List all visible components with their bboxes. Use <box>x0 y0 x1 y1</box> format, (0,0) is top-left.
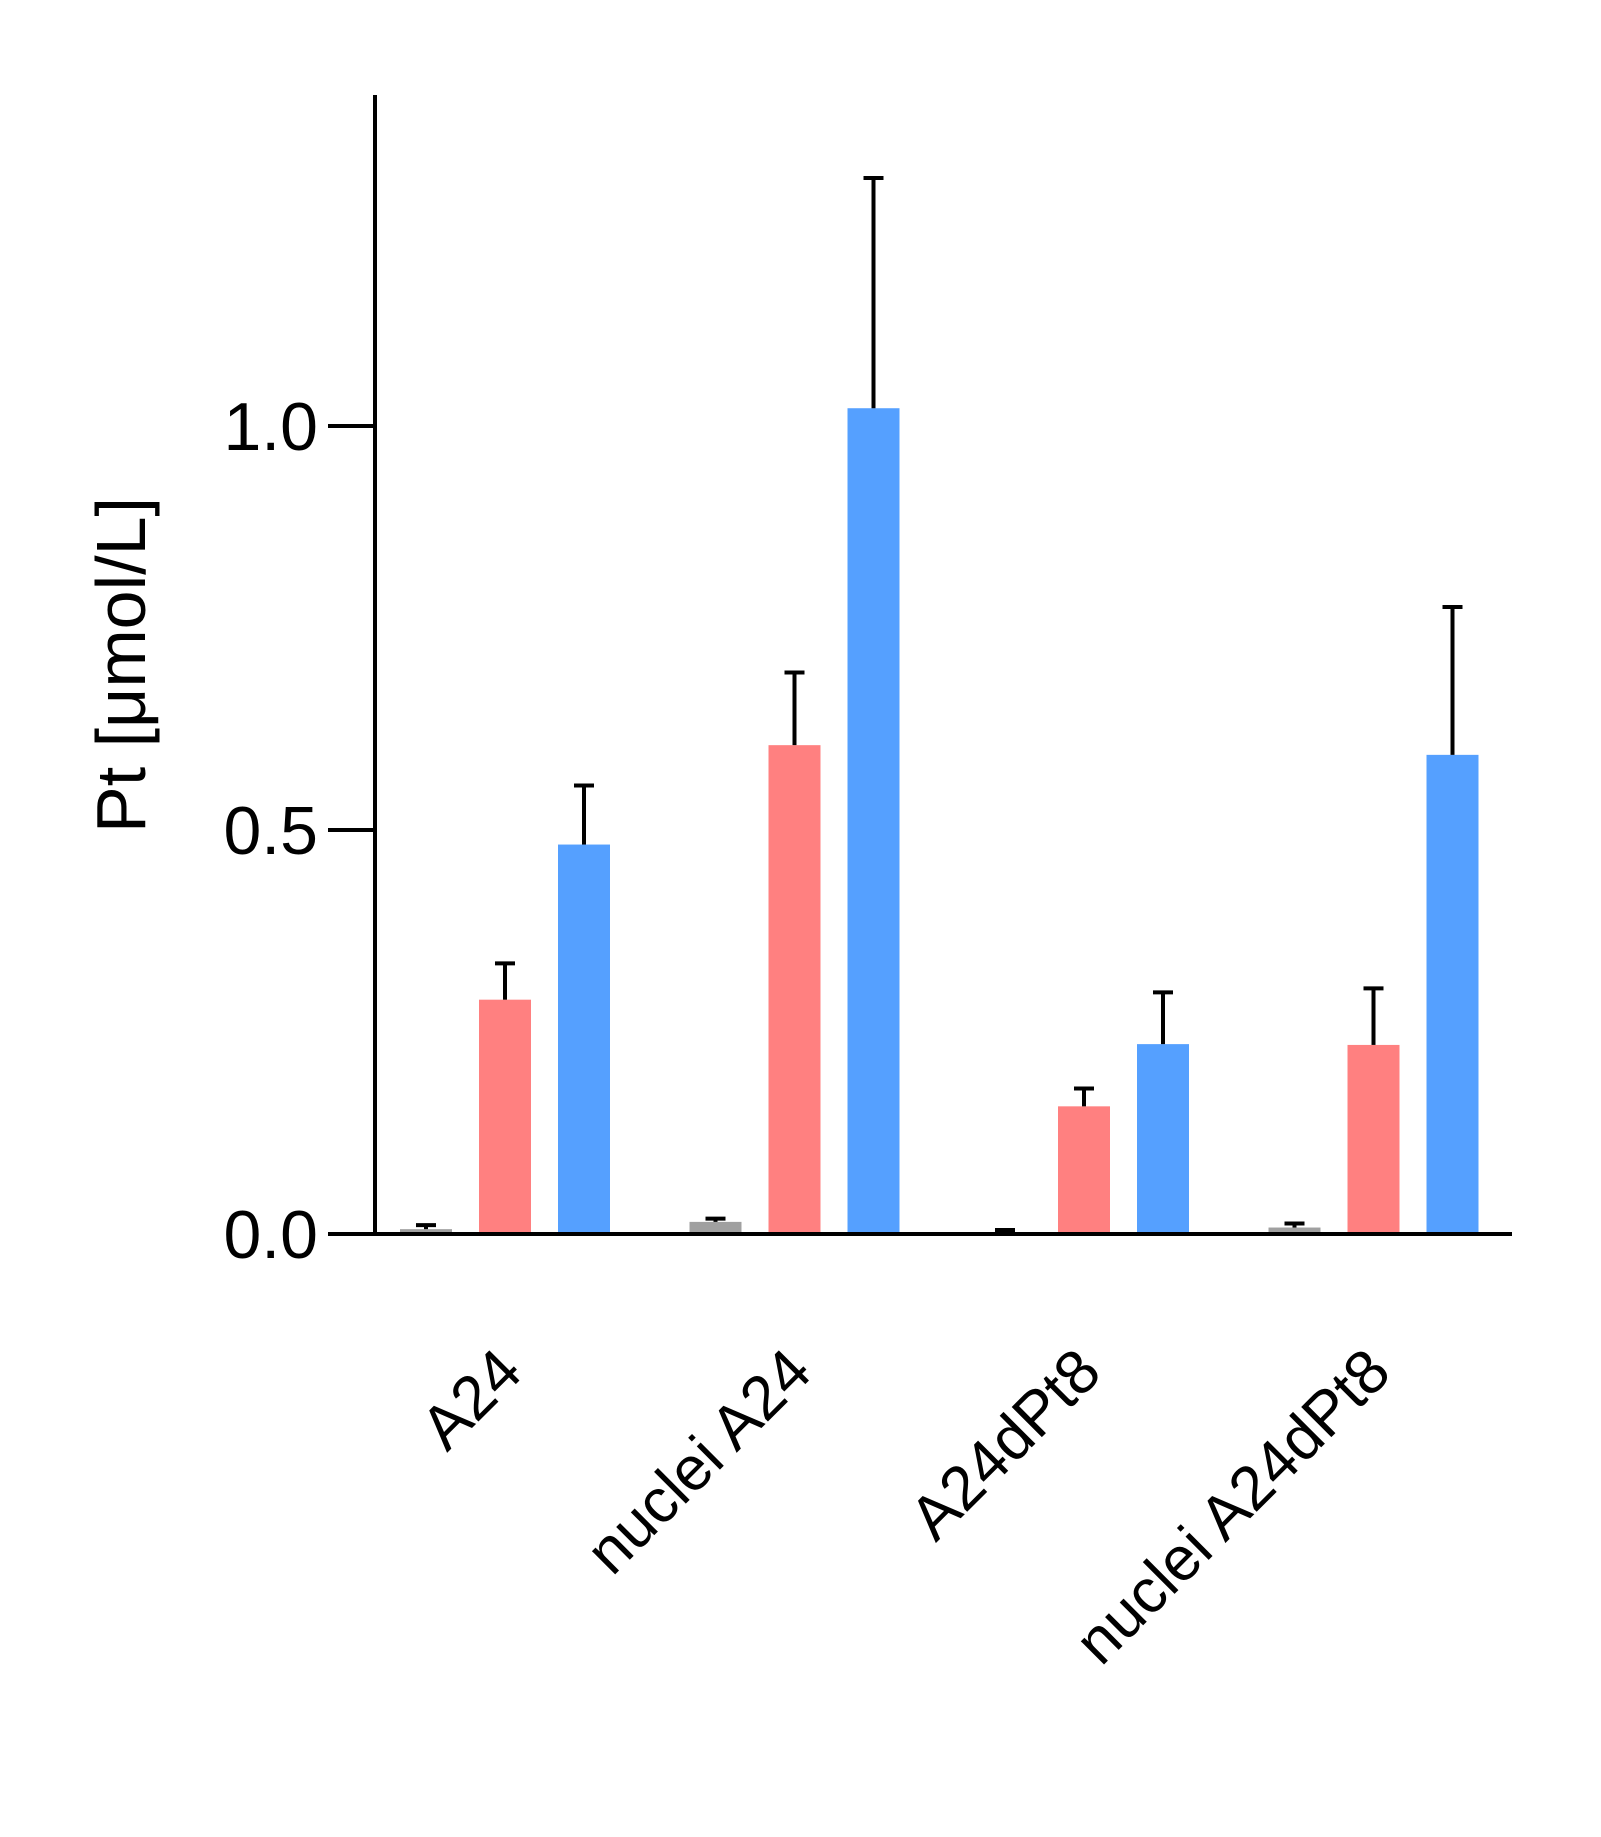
x-category-label: nuclei A24dPt8 <box>1062 1336 1403 1677</box>
x-category-label: A24dPt8 <box>897 1336 1114 1553</box>
y-tick-label: 0.5 <box>223 793 318 869</box>
bar-series-1-1 <box>400 1229 452 1234</box>
error-bars-layer <box>416 175 1463 1233</box>
x-category-label: A24 <box>408 1336 535 1463</box>
axes-layer <box>328 95 1512 1236</box>
x-category-label: nuclei A24 <box>573 1336 824 1587</box>
bar-series-3-2 <box>847 408 900 1234</box>
bar-series-2-3 <box>1058 1106 1110 1234</box>
bar-series-1-4 <box>1268 1227 1321 1234</box>
bar-series-2-2 <box>768 745 821 1234</box>
bar-series-2-1 <box>479 999 531 1234</box>
bar-series-3-4 <box>1426 754 1479 1234</box>
bar-series-3-1 <box>558 844 610 1234</box>
bars-layer <box>400 408 1479 1234</box>
y-tick-label: 0.0 <box>223 1197 318 1273</box>
bar-series-2-4 <box>1347 1044 1400 1234</box>
bar-series-3-3 <box>1137 1044 1189 1234</box>
y-axis-title: Pt [μmol/L] <box>82 497 160 833</box>
y-ticks-layer: 0.0 0.5 1.0 <box>223 389 375 1273</box>
bar-series-1-2 <box>689 1221 742 1234</box>
y-tick-label: 1.0 <box>223 389 318 465</box>
